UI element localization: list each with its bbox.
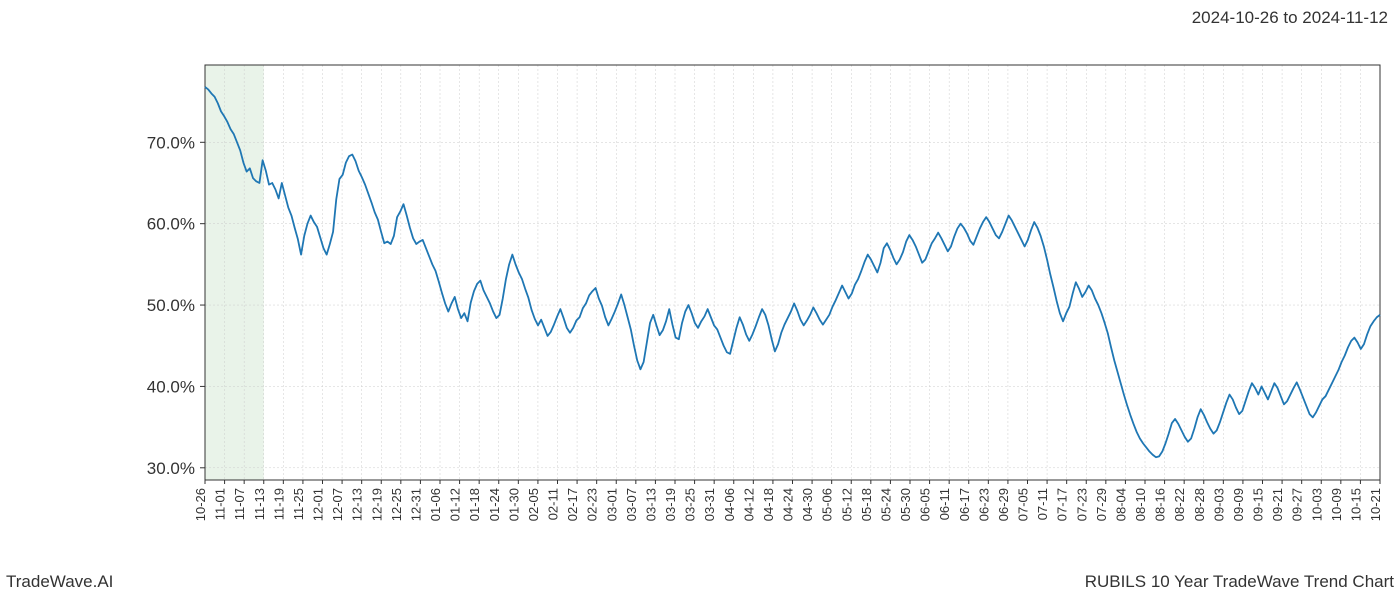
- date-range-header: 2024-10-26 to 2024-11-12: [1192, 8, 1388, 28]
- xtick-label: 04-24: [781, 488, 796, 521]
- xtick-label: 01-30: [506, 488, 521, 521]
- footer-brand: TradeWave.AI: [6, 572, 113, 592]
- xtick-label: 10-03: [1309, 488, 1324, 521]
- xtick-label: 10-09: [1329, 488, 1344, 521]
- footer-title: RUBILS 10 Year TradeWave Trend Chart: [1085, 572, 1394, 592]
- xtick-label: 11-07: [232, 488, 247, 520]
- chart-container: 10-26 11-01 11-07 11-13 11-19 11-25 12-01 12-07…: [0, 45, 1400, 555]
- xtick-label: 05-24: [878, 488, 893, 521]
- ytick-label: 30.0%: [147, 459, 195, 478]
- xtick-label: 08-22: [1172, 488, 1187, 521]
- xtick-label: 02-05: [526, 488, 541, 521]
- xtick-label: 06-29: [996, 488, 1011, 521]
- date-range-text: 2024-10-26 to 2024-11-12: [1192, 8, 1388, 27]
- xtick-label: 08-16: [1153, 488, 1168, 521]
- xtick-label: 02-17: [565, 488, 580, 521]
- xtick-label: 12-19: [369, 488, 384, 521]
- highlight-band: [205, 65, 264, 480]
- xtick-label: 06-05: [918, 488, 933, 521]
- xtick-label: 01-06: [428, 488, 443, 521]
- xtick-label: 09-21: [1270, 488, 1285, 521]
- xtick-label: 06-17: [957, 488, 972, 521]
- xtick-label: 05-30: [898, 488, 913, 521]
- xtick-label: 07-29: [1094, 488, 1109, 521]
- xtick-label: 03-07: [624, 488, 639, 521]
- chart-title-text: RUBILS 10 Year TradeWave Trend Chart: [1085, 572, 1394, 591]
- ytick-label: 50.0%: [147, 296, 195, 315]
- xtick-label: 12-01: [311, 488, 326, 521]
- xtick-label: 04-06: [722, 488, 737, 521]
- xtick-label: 11-25: [291, 488, 306, 520]
- xtick-label: 08-10: [1133, 488, 1148, 521]
- ytick-label: 40.0%: [147, 377, 195, 396]
- brand-text: TradeWave.AI: [6, 572, 113, 591]
- xtick-label: 10-26: [193, 488, 208, 521]
- xtick-label: 03-19: [663, 488, 678, 521]
- xtick-label: 03-01: [604, 488, 619, 521]
- xtick-label: 07-23: [1074, 488, 1089, 521]
- ytick-label: 70.0%: [147, 133, 195, 152]
- xtick-label: 10-15: [1348, 488, 1363, 521]
- xtick-label: 12-25: [389, 488, 404, 521]
- xtick-label: 04-18: [761, 488, 776, 521]
- xtick-label: 08-04: [1113, 488, 1128, 521]
- xtick-label: 05-12: [839, 488, 854, 521]
- xtick-label: 07-05: [1016, 488, 1031, 521]
- xtick-label: 09-15: [1251, 488, 1266, 521]
- xtick-label: 01-12: [448, 488, 463, 521]
- xtick-label: 12-13: [350, 488, 365, 521]
- xtick-label: 05-06: [820, 488, 835, 521]
- xtick-label: 03-13: [643, 488, 658, 521]
- trend-chart: 10-26 11-01 11-07 11-13 11-19 11-25 12-01 12-07…: [0, 45, 1400, 555]
- xtick-label: 08-28: [1192, 488, 1207, 521]
- xtick-label: 09-27: [1290, 488, 1305, 521]
- xtick-label: 11-19: [271, 488, 286, 520]
- xtick-label: 11-01: [213, 488, 228, 520]
- xtick-label: 06-23: [976, 488, 991, 521]
- xtick-label: 07-11: [1035, 488, 1050, 520]
- xtick-label: 03-31: [702, 488, 717, 521]
- xtick-label: 04-30: [800, 488, 815, 521]
- xtick-label: 09-03: [1211, 488, 1226, 521]
- xtick-label: 07-17: [1055, 488, 1070, 521]
- xtick-label: 01-18: [467, 488, 482, 521]
- xtick-label: 10-21: [1368, 488, 1383, 521]
- xtick-label: 02-11: [546, 488, 561, 520]
- xtick-label: 01-24: [487, 488, 502, 521]
- xtick-label: 05-18: [859, 488, 874, 521]
- xtick-label: 02-23: [585, 488, 600, 521]
- xtick-label: 12-31: [408, 488, 423, 521]
- xtick-label: 03-25: [683, 488, 698, 521]
- ytick-label: 60.0%: [147, 215, 195, 234]
- xtick-label: 09-09: [1231, 488, 1246, 521]
- xtick-label: 12-07: [330, 488, 345, 521]
- xtick-label: 04-12: [741, 488, 756, 521]
- xtick-label: 06-11: [937, 488, 952, 520]
- xtick-label: 11-13: [252, 488, 267, 520]
